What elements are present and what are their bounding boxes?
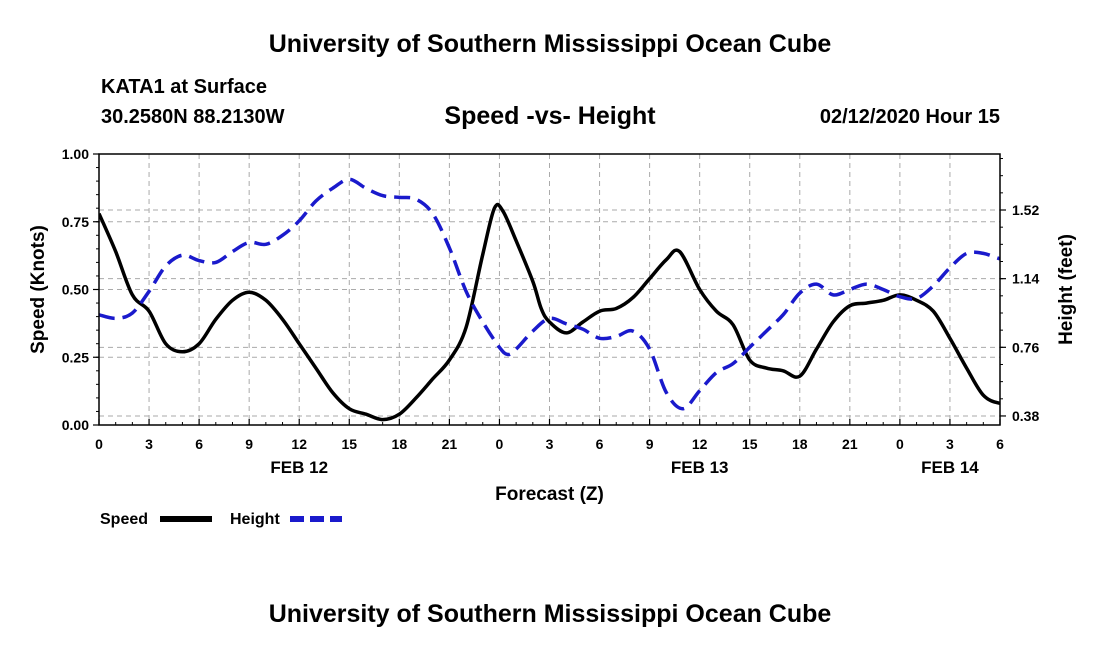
x-tick-label: 18 xyxy=(792,436,808,452)
date-label: FEB 14 xyxy=(921,458,979,477)
y-tick-label: 0.75 xyxy=(62,214,89,230)
x-tick-label: 9 xyxy=(245,436,253,452)
x-tick-label: 12 xyxy=(291,436,307,452)
footer-title: University of Southern Mississippi Ocean… xyxy=(268,600,832,628)
y-tick-label: 0.00 xyxy=(62,417,89,433)
speed-series-line xyxy=(99,202,1000,422)
plot-area xyxy=(99,177,1000,422)
x-tick-label: 18 xyxy=(392,436,408,452)
x-axis-title: Forecast (Z) xyxy=(495,484,604,505)
height-series-line xyxy=(99,177,1000,411)
grid-lines xyxy=(99,154,1000,425)
x-tick-label: 6 xyxy=(996,436,1004,452)
x-tick-label: 0 xyxy=(896,436,904,452)
legend: Speed Height xyxy=(100,511,342,528)
x-tick-label: 15 xyxy=(341,436,357,452)
y-tick-label: 0.50 xyxy=(62,282,89,298)
station-coordinates: 30.2580N 88.2130W xyxy=(101,106,285,128)
x-tick-label: 15 xyxy=(742,436,758,452)
y2-tick-label: 1.14 xyxy=(1012,271,1039,287)
x-tick-label: 21 xyxy=(442,436,458,452)
date-label: FEB 12 xyxy=(270,458,328,477)
date-label: FEB 13 xyxy=(671,458,729,477)
forecast-datetime: 02/12/2020 Hour 15 xyxy=(819,106,1000,128)
x-tick-label: 6 xyxy=(195,436,203,452)
y-axis-title: Speed (Knots) xyxy=(28,225,49,354)
axes: 0 3 6 9 12 15 18 21 0 3 6 9 12 15 18 21 0 3 6 FEB 12 FEB 13 F… xyxy=(28,146,1077,505)
y-tick-label: 0.25 xyxy=(62,349,89,365)
y2-tick-label: 1.52 xyxy=(1012,202,1039,218)
x-tick-label: 3 xyxy=(546,436,554,452)
x-tick-label: 0 xyxy=(95,436,103,452)
y-tick-label: 1.00 xyxy=(62,146,89,162)
x-tick-label: 0 xyxy=(496,436,504,452)
x-tick-label: 21 xyxy=(842,436,858,452)
chart-title: Speed -vs- Height xyxy=(444,102,656,130)
station-name: KATA1 at Surface xyxy=(101,76,267,98)
y2-tick-label: 0.38 xyxy=(1012,408,1039,424)
y2-tick-label: 0.76 xyxy=(1012,339,1039,355)
x-tick-label: 6 xyxy=(596,436,604,452)
legend-speed-label: Speed xyxy=(100,511,148,528)
page-title: University of Southern Mississippi Ocean… xyxy=(268,30,832,58)
x-tick-label: 9 xyxy=(646,436,654,452)
y2-axis-title: Height (feet) xyxy=(1056,234,1077,345)
legend-height-label: Height xyxy=(230,511,280,528)
speed-height-chart: 0 3 6 9 12 15 18 21 0 3 6 9 12 15 18 21 0 3 6 FEB 12 FEB 13 F… xyxy=(28,146,1077,528)
x-tick-label: 3 xyxy=(946,436,954,452)
x-tick-label: 12 xyxy=(692,436,708,452)
x-tick-label: 3 xyxy=(145,436,153,452)
